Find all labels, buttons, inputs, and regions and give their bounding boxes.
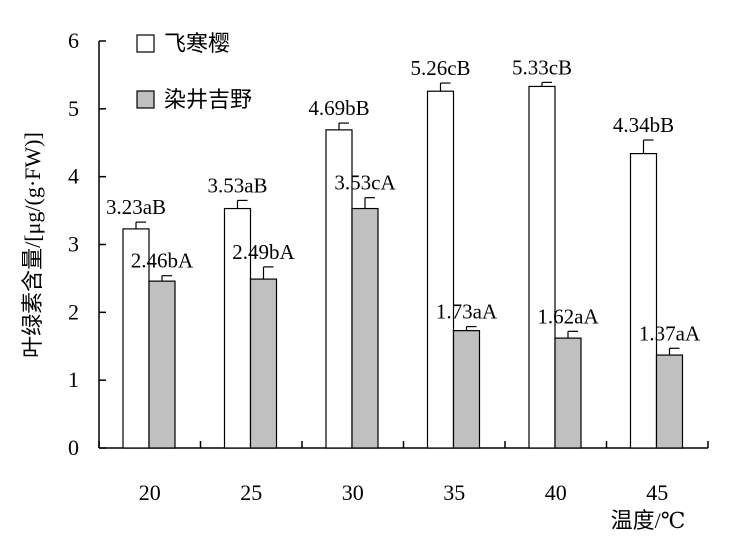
data-label: 2.46bA [131,249,194,273]
bar [351,207,379,449]
data-label: 5.26cB [410,56,470,80]
bar [223,207,252,449]
legend-label: 染井吉野 [164,87,252,112]
y-tick-label: 1 [68,367,79,392]
data-label: 1.62aA [537,304,599,328]
bar [528,85,556,449]
data-label: 3.53aB [207,173,267,197]
data-label: 1.73aA [436,300,498,324]
data-label: 1.37aA [639,321,701,345]
bar [655,354,684,449]
data-label: 3.23aB [106,195,166,219]
x-tick-label: 40 [545,480,567,505]
legend-label: 飞寒樱 [164,31,230,56]
y-tick-label: 5 [68,96,79,121]
bar-labels: 3.23aB 3.53aB 4.69bB 5.26cB 5.33cB 4.34bB 2.46… [106,55,701,345]
y-tick-label: 4 [68,164,79,189]
legend-swatch [136,90,155,109]
data-label: 3.53cA [334,171,396,195]
bar [249,278,278,449]
bar [629,153,658,449]
x-tick-label: 30 [342,480,364,505]
data-label: 5.33cB [512,55,572,79]
y-axis-label: 叶绿素含量/[μg/(g·FW)] [20,132,45,358]
y-tick-label: 3 [68,232,79,257]
x-axis-label: 温度/℃ [611,508,686,533]
x-tick-label: 25 [240,480,262,505]
bar [452,330,481,449]
legend-swatch [136,34,155,53]
y-tick-label: 0 [68,435,79,460]
data-label: 4.34bB [613,113,674,137]
x-tick-label: 45 [646,480,668,505]
x-tick-label: 35 [443,480,465,505]
y-tick-label: 2 [68,299,79,324]
bars [122,81,684,449]
data-label: 4.69bB [308,96,369,120]
bar [122,228,150,449]
bar [426,90,455,449]
data-label: 2.49bA [232,240,295,264]
x-tick-label: 20 [139,480,161,505]
bar [554,337,582,449]
bar [148,280,176,449]
y-tick-label: 6 [68,28,79,53]
